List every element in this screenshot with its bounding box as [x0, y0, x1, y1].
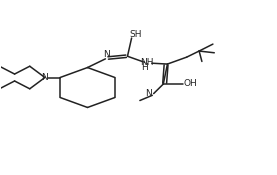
Text: OH: OH	[184, 79, 198, 88]
Text: H: H	[142, 62, 148, 72]
Text: N: N	[104, 50, 110, 59]
Text: NH: NH	[140, 58, 153, 67]
Text: SH: SH	[129, 30, 142, 39]
Text: N: N	[146, 89, 152, 98]
Text: N: N	[42, 73, 48, 82]
